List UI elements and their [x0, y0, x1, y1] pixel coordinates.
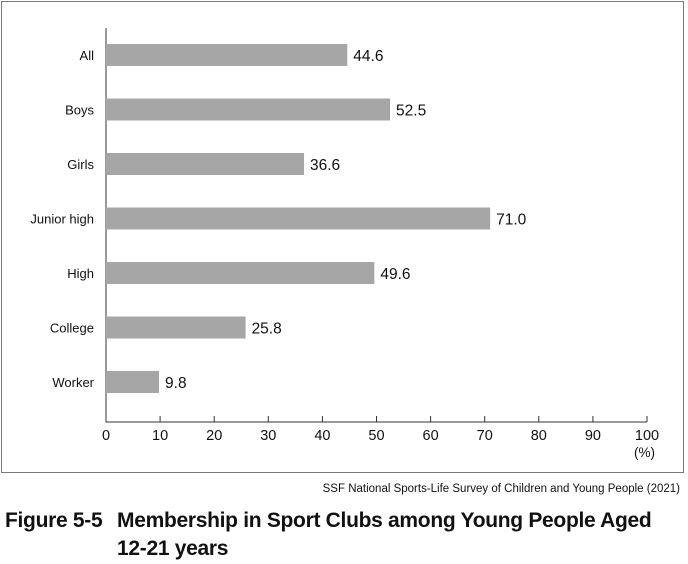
bar-6 — [106, 371, 160, 393]
bar-1 — [106, 98, 391, 121]
value-label-3: 71.0 — [496, 212, 527, 229]
bar-0 — [106, 44, 348, 66]
x-tick-label-8: 80 — [531, 428, 547, 444]
x-tick-label-10: 100 — [635, 428, 659, 444]
x-tick-label-0: 0 — [102, 428, 110, 444]
category-label-0: All — [80, 48, 95, 63]
category-label-3: Junior high — [30, 212, 94, 227]
x-tick-label-9: 90 — [585, 428, 601, 444]
figure-title-line2: 12-21 years — [117, 537, 229, 560]
figure-title-line1: Membership in Sport Clubs among Young Pe… — [117, 509, 652, 532]
bar-5 — [106, 316, 246, 339]
x-tick-label-1: 10 — [152, 428, 168, 444]
value-label-2: 36.6 — [310, 157, 340, 174]
value-label-5: 25.8 — [252, 321, 282, 338]
value-label-6: 9.8 — [165, 375, 187, 392]
bar-3 — [106, 207, 491, 230]
x-tick-label-3: 30 — [260, 428, 276, 444]
bar-4 — [106, 262, 375, 284]
category-label-4: High — [67, 266, 94, 281]
x-unit-label: (%) — [634, 445, 655, 460]
figure-number: Figure 5-5 — [5, 509, 103, 532]
value-label-4: 49.6 — [380, 266, 410, 283]
value-label-0: 44.6 — [353, 48, 383, 65]
x-tick-label-4: 40 — [314, 428, 330, 444]
source-note: SSF National Sports-Life Survey of Child… — [322, 483, 680, 495]
category-label-6: Worker — [52, 375, 94, 390]
x-tick-label-6: 60 — [423, 428, 439, 444]
x-tick-label-5: 50 — [368, 428, 384, 444]
value-label-1: 52.5 — [396, 103, 426, 120]
x-tick-label-7: 70 — [477, 428, 493, 444]
category-label-5: College — [50, 321, 94, 336]
figure-caption: Figure 5-5 Membership in Sport Clubs amon… — [5, 507, 652, 563]
bar-2 — [106, 153, 305, 175]
category-label-1: Boys — [65, 103, 94, 118]
x-tick-label-2: 20 — [206, 428, 222, 444]
chart-frame: All 44.6 Boys 52.5 Girls 36.6 Junior high 71.0 H… — [1, 1, 684, 473]
category-label-2: Girls — [67, 157, 94, 172]
bar-chart: All 44.6 Boys 52.5 Girls 36.6 Junior high 71.0 H… — [30, 28, 659, 460]
